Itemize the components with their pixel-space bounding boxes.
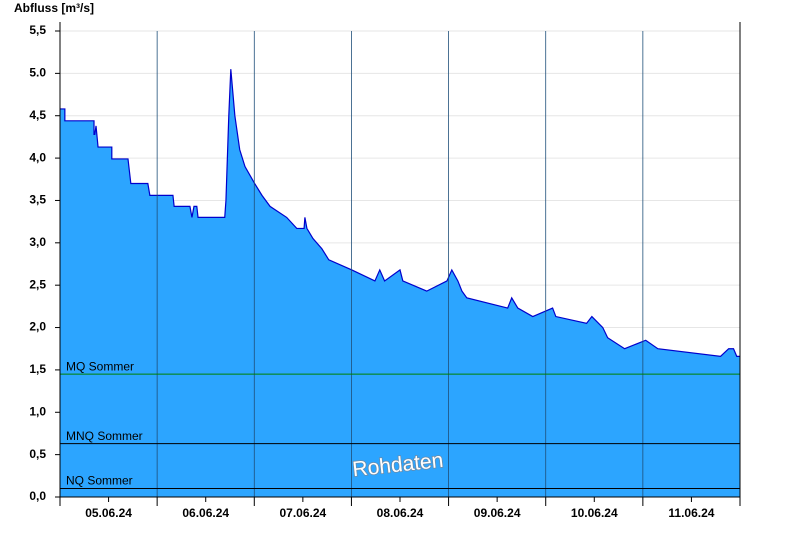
flow-area <box>60 69 740 498</box>
y-tick-label: 0,0 <box>29 489 46 503</box>
y-axis-title: Abfluss [m³/s] <box>14 1 94 15</box>
y-tick-label: 3,0 <box>29 235 46 249</box>
y-tick-label: 3,5 <box>29 193 46 207</box>
x-tick-label: 10.06.24 <box>571 506 618 520</box>
y-tick-label: 5.0 <box>29 66 46 80</box>
flow-line <box>60 69 740 357</box>
x-tick-label: 09.06.24 <box>474 506 521 520</box>
y-tick-label: 2,0 <box>29 320 46 334</box>
x-tick-label: 05.06.24 <box>85 506 132 520</box>
y-tick-label: 5,5 <box>29 23 46 37</box>
x-tick-label: 08.06.24 <box>377 506 424 520</box>
y-tick-label: 0,5 <box>29 447 46 461</box>
reference-label: NQ Sommer <box>66 474 133 488</box>
y-tick-label: 1,0 <box>29 404 46 418</box>
y-tick-label: 1,5 <box>29 362 46 376</box>
reference-label: MQ Sommer <box>66 359 134 373</box>
y-tick-label: 4,0 <box>29 150 46 164</box>
x-tick-label: 07.06.24 <box>279 506 326 520</box>
x-tick-label: 11.06.24 <box>668 506 714 520</box>
y-tick-label: 4,5 <box>29 108 46 122</box>
reference-label: MNQ Sommer <box>66 429 143 443</box>
y-tick-label: 2,5 <box>29 277 46 291</box>
watermark: Rohdaten <box>351 449 444 481</box>
x-tick-label: 06.06.24 <box>182 506 229 520</box>
